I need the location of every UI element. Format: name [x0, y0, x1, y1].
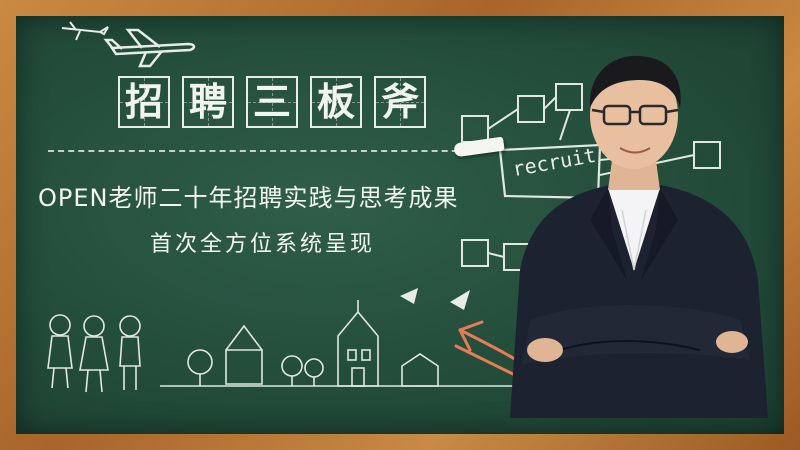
title-grid: 招 聘 三 板 斧 [118, 76, 430, 128]
title-char-5: 斧 [374, 76, 426, 128]
presenter-photo [510, 55, 768, 418]
title-char-3: 三 [246, 76, 298, 128]
children-doodle [47, 314, 141, 393]
title-char-2: 聘 [182, 76, 234, 128]
village-doodle [160, 300, 560, 387]
glasses-icon [591, 104, 679, 126]
subtitle-line-2: 首次全方位系统呈现 [150, 232, 376, 257]
subtitle-line-1: OPEN老师二十年招聘实践与思考成果 [38, 184, 459, 212]
airplane-large-icon [103, 28, 196, 68]
chalk-dashed-line [48, 150, 478, 152]
title-char-4: 板 [310, 76, 362, 128]
airplane-small-icon [61, 21, 109, 41]
paper-plane-icon [400, 288, 470, 310]
title-char-1: 招 [118, 76, 170, 128]
